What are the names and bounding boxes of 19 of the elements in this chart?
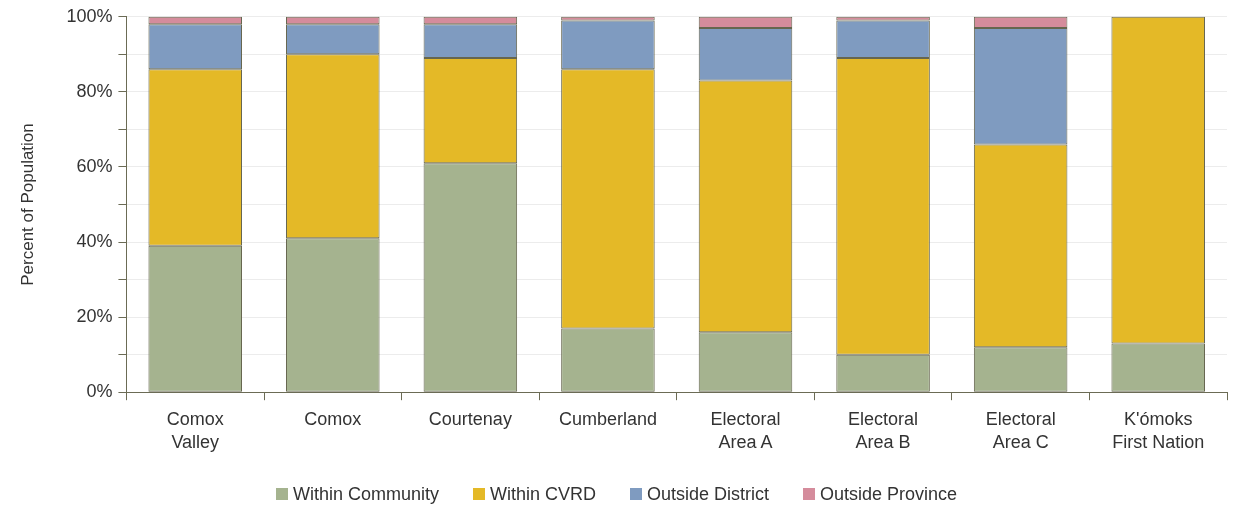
x-tick-label: Comox [304,408,362,429]
y-tick-label: 80% [76,80,113,101]
y-tick-label: 20% [76,306,113,327]
legend-label: Outside Province [820,483,958,505]
x-tick-label: Electoral Area A [710,408,781,453]
y-tick-label: 40% [76,231,113,252]
x-tick-label: Comox Valley [166,408,224,453]
y-axis-title: Percent of Population [17,123,37,286]
y-tick-label: 100% [66,5,113,26]
y-tick-label: 60% [76,155,113,176]
x-tick-label: Courtenay [428,408,512,429]
legend-label: Within CVRD [489,483,596,505]
legend-label: Outside District [646,483,769,505]
x-tick-label: Electoral Area C [985,408,1056,453]
x-tick-label: Cumberland [558,408,657,429]
x-tick-label: K'ómoks First Nation [1112,408,1205,453]
legend-label: Within Community [292,483,439,505]
y-tick-label: 0% [86,381,113,402]
x-tick-label: Electoral Area B [848,408,919,453]
